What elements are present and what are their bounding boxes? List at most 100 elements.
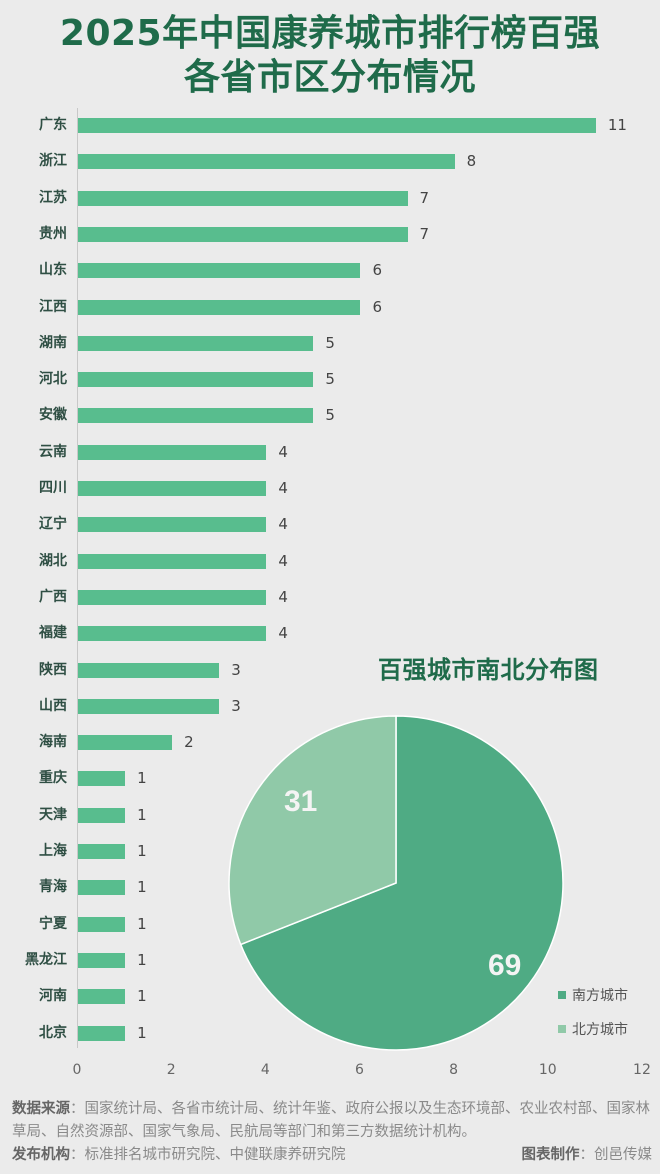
x-tick-label: 2 [166, 1062, 176, 1078]
bar [78, 154, 455, 170]
bar-value-label: 3 [231, 696, 241, 715]
category-label: 重庆 [39, 770, 67, 787]
category-label: 河北 [39, 371, 67, 388]
bar-row: 江苏 7 [0, 188, 660, 208]
bar-value-label: 1 [137, 950, 147, 969]
credit-label: 图表制作 [521, 1147, 580, 1163]
bar [78, 626, 267, 642]
legend-label-south: 南方城市 [572, 988, 628, 1004]
bar-value-label: 1 [137, 805, 147, 824]
bar [78, 589, 267, 605]
x-tick-label: 8 [449, 1062, 459, 1078]
bar-row: 北京 1 [0, 1023, 660, 1043]
bar-value-label: 6 [372, 261, 383, 280]
category-label: 上海 [39, 843, 67, 859]
bar-row: 河北 5 [0, 369, 660, 389]
category-label: 天津 [39, 806, 67, 823]
bar-value-label: 3 [231, 660, 241, 679]
legend-item-south: 南方城市 [558, 986, 628, 1006]
category-label: 河南 [39, 988, 67, 1005]
bar [78, 698, 220, 714]
category-label: 贵州 [39, 225, 67, 242]
bar [78, 1025, 126, 1041]
pie-slice-north [228, 715, 397, 946]
pie-label-south: 69 [488, 949, 521, 982]
bar [78, 118, 596, 133]
category-label: 云南 [39, 443, 67, 460]
bar-value-label: 7 [419, 188, 430, 207]
bar [78, 299, 361, 315]
bar-row: 重庆 1 [0, 768, 660, 788]
bar [78, 553, 267, 569]
category-label: 江西 [39, 298, 67, 315]
category-label: 海南 [39, 734, 67, 751]
x-tick-label: 12 [633, 1062, 651, 1078]
pie-title: 百强城市南北分布图 [378, 656, 599, 684]
bar-value-label: 1 [137, 914, 147, 933]
bar-value-label: 4 [278, 587, 288, 606]
bar-row: 山西 3 [0, 696, 660, 716]
category-label: 黑龙江 [25, 951, 67, 968]
bar [78, 989, 126, 1005]
category-label: 陕西 [39, 661, 67, 678]
category-label: 浙江 [39, 153, 67, 170]
publisher-row: 发布机构：标准排名城市研究院、中健联康养研究院 图表制作：创邑传媒 [12, 1144, 652, 1167]
publisher-text: ：标准排名城市研究院、中健联康养研究院 [70, 1147, 346, 1163]
pie-legend: 南方城市 北方城市 [558, 986, 628, 1054]
bar [78, 408, 314, 424]
y-axis-line [77, 108, 78, 1048]
bar [78, 226, 408, 242]
bar [78, 190, 408, 206]
category-label: 安徽 [39, 407, 67, 424]
category-label: 福建 [39, 625, 67, 642]
pie-slice-south [239, 715, 564, 1051]
category-label: 山西 [39, 697, 67, 714]
bar-row: 海南 2 [0, 732, 660, 752]
bar-row: 贵州 7 [0, 224, 660, 244]
bar-value-label: 1 [137, 1023, 147, 1042]
credit-text: ：创邑传媒 [579, 1147, 653, 1163]
bar-value-label: 4 [278, 551, 288, 570]
bar-row: 湖北 4 [0, 551, 660, 571]
bar-row: 广西 4 [0, 587, 660, 607]
bar-row: 浙江 8 [0, 151, 660, 171]
bar-row: 天津 1 [0, 805, 660, 825]
bar-row: 山东 6 [0, 260, 660, 280]
bar [78, 372, 314, 388]
bar-value-label: 5 [325, 333, 335, 352]
legend-swatch-south [558, 991, 566, 999]
bar-value-label: 1 [137, 842, 147, 860]
bar [78, 263, 361, 279]
bar [78, 807, 126, 823]
bar [78, 735, 173, 751]
bar-value-label: 8 [466, 152, 477, 171]
category-label: 四川 [39, 480, 67, 496]
chart-credit: 图表制作：创邑传媒 [522, 1144, 653, 1167]
footer: 数据来源：国家统计局、各省市统计局、统计年鉴、政府公报以及生态环境部、农业农村部… [12, 1098, 652, 1167]
legend-swatch-north [558, 1025, 566, 1033]
pie-chart: 31 69 [228, 715, 564, 1051]
bar-value-label: 2 [184, 733, 194, 752]
category-label: 广东 [39, 117, 67, 133]
bar [78, 517, 267, 533]
category-label: 北京 [39, 1024, 67, 1041]
bar-value-label: 6 [372, 297, 383, 316]
bar-row: 安徽 5 [0, 405, 660, 425]
publisher-label: 发布机构 [12, 1147, 70, 1163]
bar-row: 河南 1 [0, 986, 660, 1006]
bar-value-label: 4 [278, 442, 288, 461]
bar-value-label: 5 [325, 370, 335, 389]
bar [78, 662, 220, 678]
bar [78, 880, 126, 896]
data-source: 数据来源：国家统计局、各省市统计局、统计年鉴、政府公报以及生态环境部、农业农村部… [12, 1098, 652, 1144]
x-tick-label: 0 [72, 1062, 82, 1078]
category-label: 广西 [39, 588, 67, 605]
bar-row: 江西 6 [0, 297, 660, 317]
legend-item-north: 北方城市 [558, 1020, 628, 1040]
category-label: 宁夏 [39, 915, 67, 932]
source-label: 数据来源 [12, 1101, 70, 1117]
x-tick-label: 10 [538, 1062, 557, 1078]
x-tick-label: 4 [260, 1062, 270, 1078]
bar-value-label: 4 [278, 479, 288, 497]
bar [78, 952, 126, 968]
